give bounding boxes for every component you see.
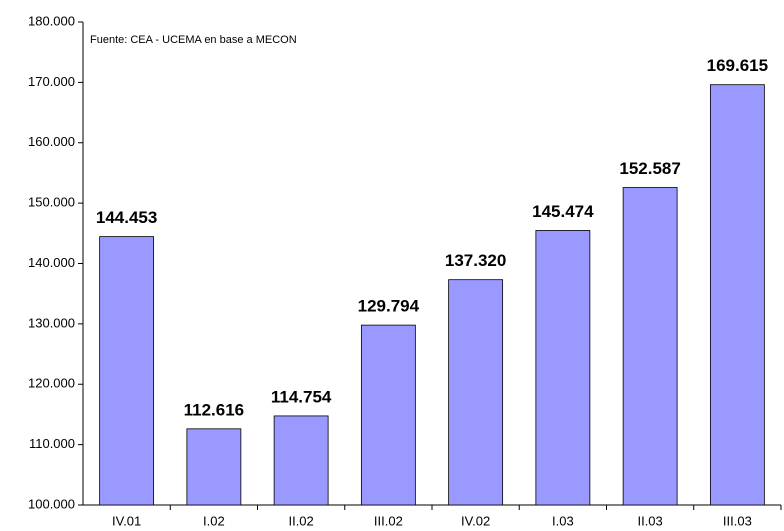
- value-label: 114.754: [271, 387, 332, 406]
- value-label: 145.474: [532, 202, 594, 221]
- x-tick-label: II.03: [637, 513, 662, 528]
- value-label: 112.616: [184, 400, 245, 419]
- bar: [99, 236, 155, 506]
- bar: [709, 84, 765, 506]
- bar: [448, 279, 504, 506]
- bar: [360, 324, 416, 506]
- x-tick-label: IV.02: [461, 513, 490, 528]
- x-tick-label: I.03: [552, 513, 574, 528]
- y-tick-label: 180.000: [28, 13, 75, 28]
- value-label: 169.615: [707, 56, 768, 75]
- bar: [622, 187, 678, 506]
- value-label: 137.320: [445, 251, 506, 270]
- x-tick-label: IV.01: [112, 513, 141, 528]
- bar: [273, 415, 329, 506]
- value-label: 129.794: [358, 297, 420, 316]
- y-tick-label: 170.000: [28, 74, 75, 89]
- y-tick-label: 120.000: [28, 376, 75, 391]
- y-tick-label: 130.000: [28, 315, 75, 330]
- y-tick-label: 150.000: [28, 195, 75, 210]
- source-note: Fuente: CEA - UCEMA en base a MECON: [90, 34, 297, 46]
- bar: [186, 428, 242, 506]
- x-tick-label: I.02: [203, 513, 225, 528]
- bar: [535, 230, 591, 506]
- value-label: 144.453: [96, 208, 157, 227]
- y-tick-label: 100.000: [28, 496, 75, 511]
- x-tick-label: III.03: [723, 513, 752, 528]
- value-label: 152.587: [619, 159, 680, 178]
- y-tick-label: 140.000: [28, 255, 75, 270]
- y-tick-label: 160.000: [28, 134, 75, 149]
- x-tick-label: II.02: [288, 513, 313, 528]
- x-tick-label: III.02: [374, 513, 403, 528]
- y-tick-label: 110.000: [29, 436, 75, 451]
